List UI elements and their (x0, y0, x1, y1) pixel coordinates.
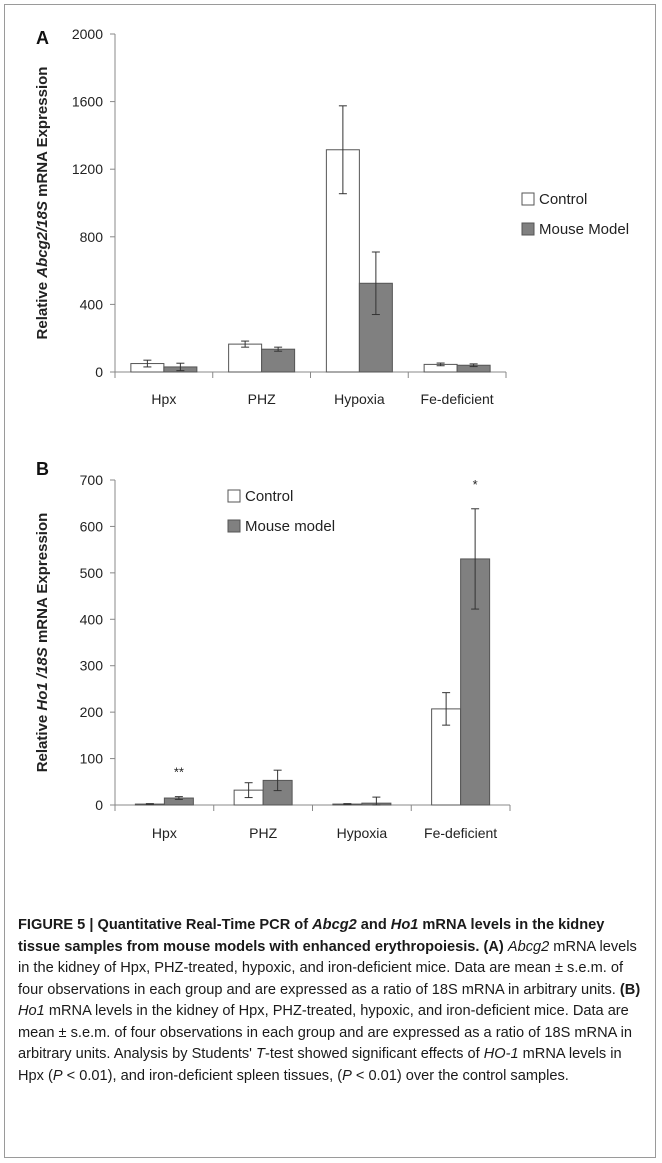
caption-a-label: (A) (483, 938, 504, 955)
y-axis-label-part: mRNA Expression (34, 67, 51, 201)
chart-b: B 0 100 200 300 400 500 600 700 Hpx PHZ Hypoxia Fe-… (34, 459, 511, 841)
y-tick-label: 400 (80, 611, 104, 627)
x-tick-label-fe-deficient: Fe-deficient (424, 825, 497, 841)
x-tick-label-hypoxia: Hypoxia (334, 391, 385, 407)
x-tick-label-phz: PHZ (249, 825, 277, 841)
legend-swatch-control (227, 489, 241, 503)
significance-marker: * (473, 477, 478, 492)
legend-label-control: Control (539, 191, 587, 208)
caption-b-label: (B) (619, 981, 641, 998)
figure-frame (4, 4, 656, 1158)
caption-title: FIGURE 5 | Quantitative Real-Time PCR of… (18, 917, 641, 1084)
y-axis-label-part: Relative (34, 711, 51, 773)
chart-a: A 0 400 800 1200 1600 2000 Hpx PHZ Hypoxia Fe-def… (34, 26, 629, 407)
panel-letter-b: B (36, 459, 49, 479)
y-tick-label: 0 (95, 797, 103, 813)
bar-mouse-model-phz (262, 779, 293, 806)
y-tick-label: 1600 (72, 94, 103, 110)
legend-swatch-mouse-model (227, 519, 241, 533)
y-tick-label: 200 (80, 704, 104, 720)
y-tick-label: 300 (80, 658, 104, 674)
y-tick-label: 700 (80, 472, 104, 488)
legend-label-control: Control (245, 488, 293, 505)
y-axis-label-part: Relative (34, 278, 51, 340)
y-axis-label: Relative Abcg2/18S mRNA Expression (34, 67, 51, 340)
x-tick-label-hpx: Hpx (151, 391, 176, 407)
legend-swatch-control (521, 192, 535, 206)
legend-label-mouse-model: Mouse Model (539, 221, 629, 238)
y-axis-label: Relative Ho1 /18S mRNA Expression (34, 513, 51, 773)
bar-mouse-model-phz (261, 348, 296, 373)
x-tick-label-hpx: Hpx (152, 825, 177, 841)
significance-marker: ** (174, 765, 184, 780)
y-axis-label-part: Abcg2/18S (34, 201, 51, 279)
y-tick-label: 600 (80, 518, 104, 534)
y-tick-label: 1200 (72, 161, 103, 177)
y-tick-label: 500 (80, 565, 104, 581)
x-tick-label-hypoxia: Hypoxia (337, 825, 388, 841)
x-tick-label-fe-deficient: Fe-deficient (421, 391, 494, 407)
legend-swatch-mouse-model (521, 222, 535, 236)
y-axis-label-part: mRNA Expression (34, 513, 51, 647)
y-tick-label: 400 (80, 296, 104, 312)
y-axis-label-part: Ho1 /18S (34, 647, 51, 710)
y-tick-label: 100 (80, 751, 104, 767)
bar-control-phz (228, 343, 263, 373)
y-tick-label: 800 (80, 229, 104, 245)
x-tick-label-phz: PHZ (248, 391, 276, 407)
legend-label-mouse-model: Mouse model (245, 518, 335, 535)
figure-caption: FIGURE 5 | Quantitative Real-Time PCR of… (18, 915, 646, 1087)
panel-letter-a: A (36, 28, 49, 48)
y-tick-label: 2000 (72, 26, 103, 42)
y-tick-label: 0 (95, 364, 103, 380)
